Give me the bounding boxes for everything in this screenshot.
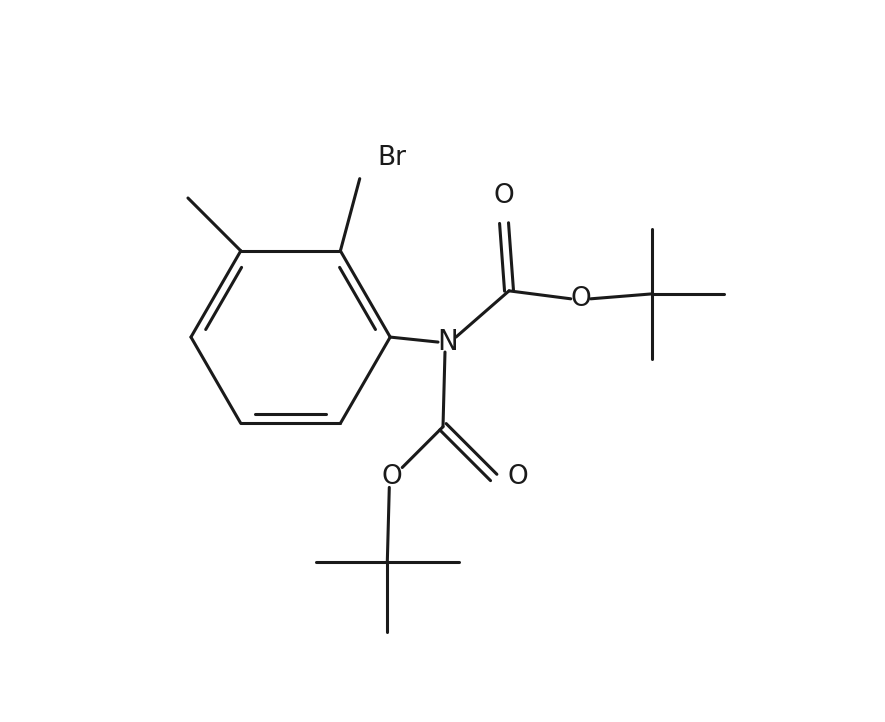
Text: O: O <box>570 286 591 312</box>
Text: O: O <box>382 464 403 490</box>
Text: Br: Br <box>378 144 407 170</box>
Text: O: O <box>494 183 514 209</box>
Text: O: O <box>508 464 528 490</box>
Text: N: N <box>437 328 458 356</box>
